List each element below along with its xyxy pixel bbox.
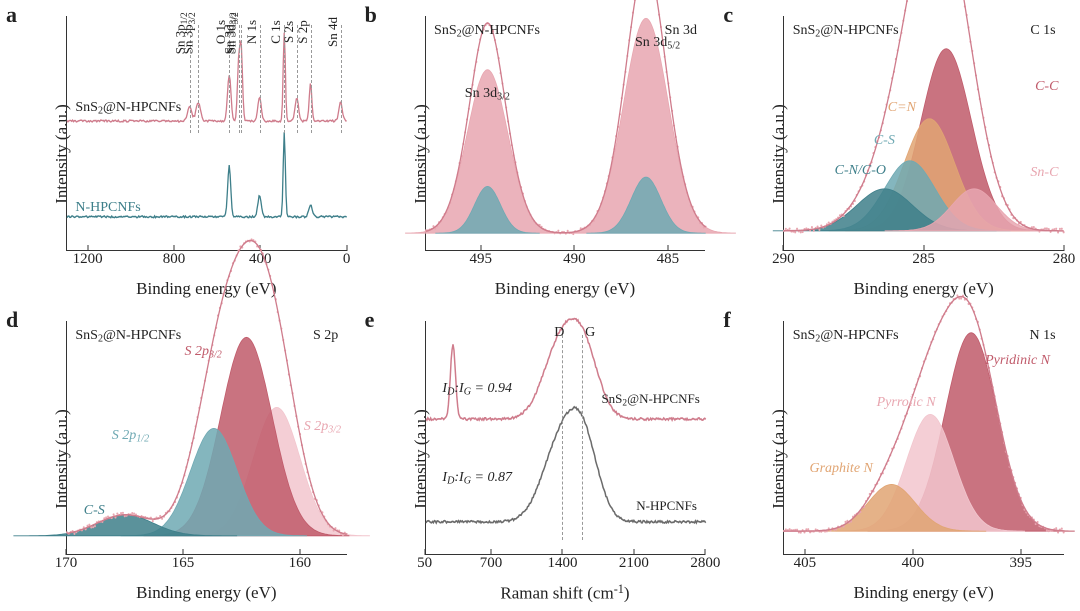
annot-pyridinic: Pyridinic N	[985, 353, 1050, 369]
panel-corner: S 2p	[313, 328, 338, 344]
panel-b: b Intensity (a.u.) SnS2@N-HPCNFs Sn 3d S…	[367, 6, 712, 303]
annot-cs: C-S	[84, 503, 105, 519]
plot-a: Sn 3p1/2Sn 3p3/2O 1sSn 3d3/2Sn 3d5/2N 1s…	[66, 16, 347, 251]
ratio-bot: ID:IG = 0.87	[442, 470, 512, 487]
xticks: 405400395	[783, 555, 1064, 573]
bottom-trace-label: N-HPCNFs	[75, 200, 140, 216]
annot-snc: Sn-C	[1030, 165, 1058, 181]
survey-peak-label: Sn 3d5/2	[224, 12, 241, 54]
plot-c: SnS2@N-HPCNFs C 1s C-C C=N C-S C-N/C-O S…	[783, 16, 1064, 251]
panel-corner: N 1s	[1030, 328, 1056, 344]
panel-tag: b	[365, 2, 377, 28]
plot-b: SnS2@N-HPCNFs Sn 3d Sn 3d3/2 Sn 3d5/2	[425, 16, 706, 251]
panel-tag: e	[365, 307, 375, 333]
panel-e: e Intensity (a.u.) D G ID:IG = 0.94 ID:I…	[367, 311, 712, 608]
panel-tag: c	[723, 2, 733, 28]
panel-tag: f	[723, 307, 730, 333]
plot-f: SnS2@N-HPCNFs N 1s Pyridinic N Pyrrolic …	[783, 321, 1064, 556]
plot-e: D G ID:IG = 0.94 ID:IG = 0.87 SnS2@N-HPC…	[425, 321, 706, 556]
panel-d: d Intensity (a.u.) SnS2@N-HPCNFs S 2p S …	[8, 311, 353, 608]
annot-s2p32b: S 2p3/2	[304, 419, 341, 436]
panel-title: SnS2@N-HPCNFs	[793, 328, 899, 345]
xticks: 50700140021002800	[425, 555, 706, 573]
annot-cs: C-S	[874, 133, 895, 149]
top-label: SnS2@N-HPCNFs	[601, 391, 699, 408]
raman-svg	[426, 321, 706, 555]
peak-label: Sn 3d5/2	[635, 35, 680, 52]
annot-cnco: C-N/C-O	[835, 163, 886, 179]
bot-label: N-HPCNFs	[636, 498, 697, 514]
survey-peak-label: Sn 4d	[325, 17, 341, 47]
panel-c: c Intensity (a.u.) SnS2@N-HPCNFs C 1s C-…	[725, 6, 1070, 303]
annot-pyrrolic: Pyrrolic N	[877, 395, 936, 411]
survey-peak-label: Sn 3p3/2	[181, 12, 198, 54]
plot-d: SnS2@N-HPCNFs S 2p S 2p3/2 S 2p1/2 S 2p3…	[66, 321, 347, 556]
top-trace-label: SnS2@N-HPCNFs	[75, 100, 181, 117]
peak-label: Sn 3d3/2	[465, 86, 510, 103]
annot-s2p12: S 2p1/2	[112, 428, 149, 445]
annot-cn: C=N	[888, 100, 916, 116]
panel-corner: C 1s	[1030, 23, 1055, 39]
panel-tag: a	[6, 2, 17, 28]
xlabel: Binding energy (eV)	[783, 279, 1064, 299]
xlabel: Binding energy (eV)	[66, 279, 347, 299]
annot-main: S 2p3/2	[184, 344, 221, 361]
xlabel: Raman shift (cm-1)	[425, 582, 706, 604]
panel-tag: d	[6, 307, 18, 333]
band-g: G	[585, 325, 595, 341]
survey-peak-label: N 1s	[244, 20, 260, 44]
xticks: 495490485	[425, 251, 706, 269]
panel-f: f Intensity (a.u.) SnS2@N-HPCNFs N 1s Py…	[725, 311, 1070, 608]
panel-title: SnS2@N-HPCNFs	[75, 328, 181, 345]
panel-a: a Intensity (a.u.) Sn 3p1/2Sn 3p3/2O 1sS…	[8, 6, 353, 303]
survey-peak-label: S 2p	[295, 20, 311, 43]
panel-title: SnS2@N-HPCNFs	[793, 23, 899, 40]
xticks: 170165160	[66, 555, 347, 573]
ratio-top: ID:IG = 0.94	[442, 381, 512, 398]
xlabel: Binding energy (eV)	[425, 279, 706, 299]
figure-grid: a Intensity (a.u.) Sn 3p1/2Sn 3p3/2O 1sS…	[0, 0, 1080, 611]
xticks: 290285280	[783, 251, 1064, 269]
xticks: 12008004000	[66, 251, 347, 269]
panel-title: SnS2@N-HPCNFs	[434, 23, 540, 40]
annot-cc: C-C	[1035, 79, 1058, 95]
band-d: D	[554, 325, 564, 341]
xps-svg	[784, 16, 1064, 250]
annot-graphite: Graphite N	[809, 461, 872, 477]
xlabel: Binding energy (eV)	[66, 583, 347, 603]
xlabel: Binding energy (eV)	[783, 583, 1064, 603]
